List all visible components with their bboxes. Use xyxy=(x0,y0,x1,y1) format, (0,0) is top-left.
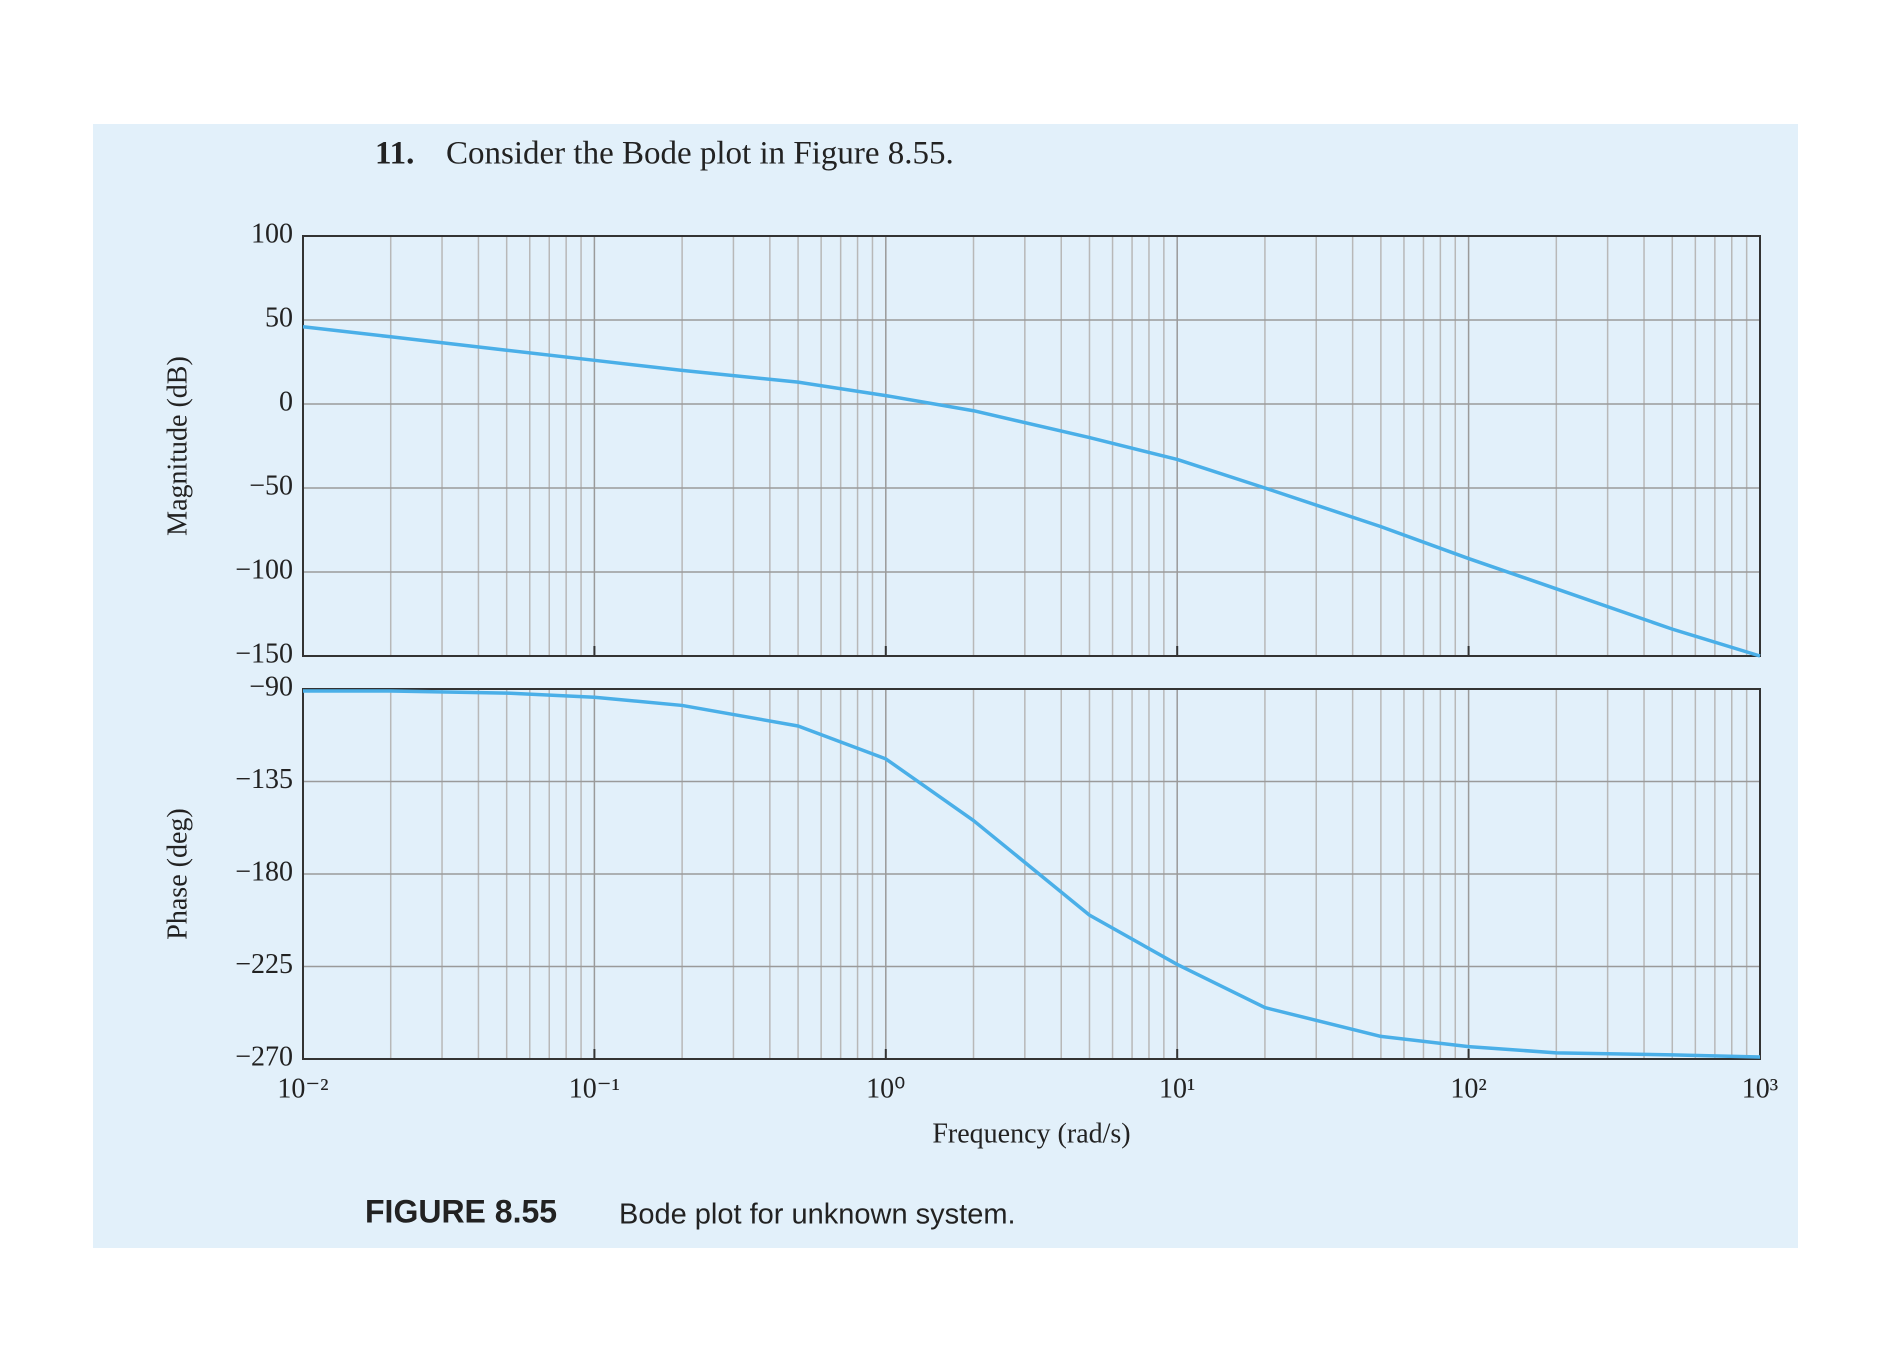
y-tick-label: −150 xyxy=(235,638,293,669)
y-tick-label: 0 xyxy=(279,386,293,417)
y-tick-label: −135 xyxy=(235,764,293,795)
y-tick-label: −100 xyxy=(235,554,293,585)
line xyxy=(303,689,1761,1059)
problem-text: Consider the Bode plot in Figure 8.55. xyxy=(446,136,954,172)
y-tick-label: −90 xyxy=(249,671,293,702)
y-tick-label: 50 xyxy=(265,302,293,333)
y-tick-label: −50 xyxy=(249,470,293,501)
plot-frame xyxy=(302,688,1761,1060)
x-tick-label: 10² xyxy=(1450,1073,1486,1104)
plot-frame xyxy=(302,235,1761,657)
line xyxy=(302,324,1761,658)
y-axis-label: Magnitude (dB) xyxy=(162,356,193,536)
caption-text: Bode plot for unknown system. xyxy=(619,1199,1016,1231)
y-tick-label: −225 xyxy=(235,949,293,980)
x-tick-label: 10³ xyxy=(1742,1073,1778,1104)
problem-number: 11. xyxy=(375,136,414,172)
x-axis-label: Frequency (rad/s) xyxy=(932,1118,1130,1149)
caption-label: FIGURE 8.55 xyxy=(365,1193,557,1229)
x-tick-label: 10⁻¹ xyxy=(569,1073,620,1104)
x-tick-label: 10⁰ xyxy=(866,1073,905,1104)
y-tick-label: −180 xyxy=(235,856,293,887)
y-tick-label: 100 xyxy=(251,218,293,249)
panel xyxy=(93,124,1798,1248)
y-axis-label: Phase (deg) xyxy=(162,808,193,939)
x-tick-label: 10¹ xyxy=(1159,1073,1195,1104)
y-tick-label: −270 xyxy=(235,1041,293,1072)
x-tick-label: 10⁻² xyxy=(277,1073,328,1104)
